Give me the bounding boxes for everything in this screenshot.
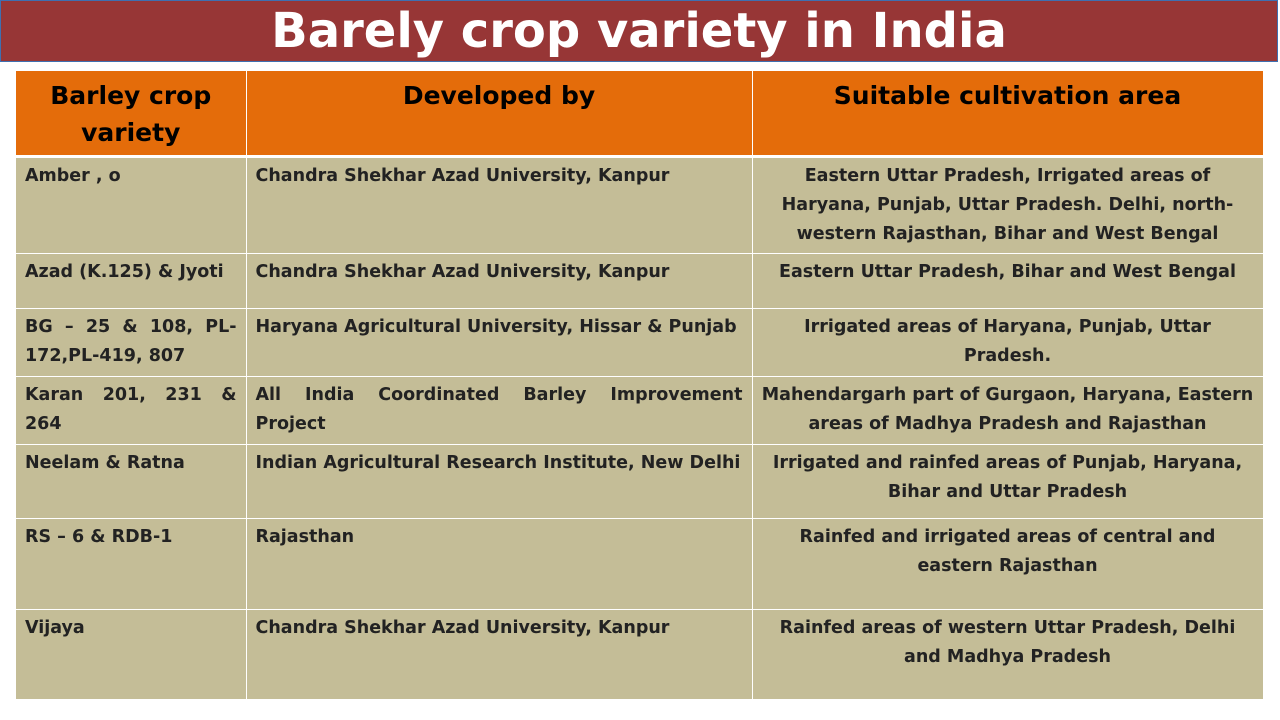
cell-area: Eastern Uttar Pradesh, Irrigated areas o… [752, 156, 1264, 254]
table-row: BG – 25 & 108, PL-172,PL-419, 807 Haryan… [16, 308, 1264, 377]
table-header-row: Barley crop variety Developed by Suitabl… [16, 71, 1264, 158]
cell-developer: Rajasthan [246, 518, 753, 610]
cell-developer: All India Coordinated Barley Improvement… [246, 376, 753, 445]
cell-area: Rainfed areas of western Uttar Pradesh, … [752, 609, 1264, 700]
cell-variety: BG – 25 & 108, PL-172,PL-419, 807 [16, 308, 247, 377]
cell-variety: Azad (K.125) & Jyoti [16, 253, 247, 309]
table-row: RS – 6 & RDB-1 Rajasthan Rainfed and irr… [16, 518, 1264, 610]
header-variety: Barley crop variety [16, 71, 247, 158]
cell-variety: Amber , o [16, 156, 247, 254]
cell-developer: Haryana Agricultural University, Hissar … [246, 308, 753, 377]
title-bar: Barely crop variety in India [0, 0, 1278, 62]
cell-area: Rainfed and irrigated areas of central a… [752, 518, 1264, 610]
table-row: Neelam & Ratna Indian Agricultural Resea… [16, 444, 1264, 519]
cell-variety: RS – 6 & RDB-1 [16, 518, 247, 610]
header-cultivation-area: Suitable cultivation area [752, 71, 1264, 158]
cell-developer: Chandra Shekhar Azad University, Kanpur [246, 156, 753, 254]
cell-area: Irrigated and rainfed areas of Punjab, H… [752, 444, 1264, 519]
slide-title: Barely crop variety in India [271, 3, 1007, 59]
cell-area: Irrigated areas of Haryana, Punjab, Utta… [752, 308, 1264, 377]
cell-variety: Neelam & Ratna [16, 444, 247, 519]
cell-developer: Indian Agricultural Research Institute, … [246, 444, 753, 519]
cell-developer: Chandra Shekhar Azad University, Kanpur [246, 253, 753, 309]
cell-variety: Vijaya [16, 609, 247, 700]
table-row: Karan 201, 231 & 264 All India Coordinat… [16, 376, 1264, 445]
table-row: Vijaya Chandra Shekhar Azad University, … [16, 609, 1264, 700]
header-developed-by: Developed by [246, 71, 753, 158]
cell-area: Eastern Uttar Pradesh, Bihar and West Be… [752, 253, 1264, 309]
table-row: Azad (K.125) & Jyoti Chandra Shekhar Aza… [16, 253, 1264, 309]
barley-variety-table: Barley crop variety Developed by Suitabl… [16, 71, 1264, 700]
table-row: Amber , o Chandra Shekhar Azad Universit… [16, 156, 1264, 254]
cell-variety: Karan 201, 231 & 264 [16, 376, 247, 445]
cell-developer: Chandra Shekhar Azad University, Kanpur [246, 609, 753, 700]
cell-area: Mahendargarh part of Gurgaon, Haryana, E… [752, 376, 1264, 445]
